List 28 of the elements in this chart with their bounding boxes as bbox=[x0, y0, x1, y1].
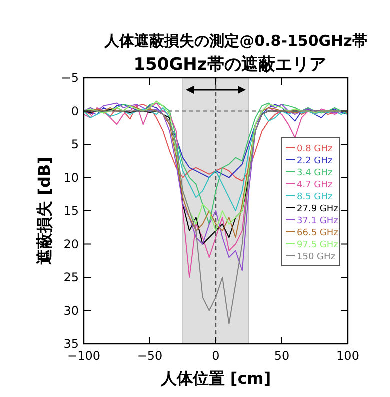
y-tick-label: 0 bbox=[71, 104, 79, 118]
legend-label: 0.8 GHz bbox=[297, 144, 333, 154]
y-tick-label: 5 bbox=[71, 138, 79, 152]
legend-label: 2.2 GHz bbox=[297, 156, 333, 166]
legend-label: 27.9 GHz bbox=[297, 204, 339, 214]
y-axis-title: 遮蔽損失 [dB] bbox=[35, 157, 54, 266]
legend-label: 8.5 GHz bbox=[297, 192, 333, 202]
legend-label: 37.1 GHz bbox=[297, 216, 339, 226]
legend-label: 3.4 GHz bbox=[297, 168, 333, 178]
y-tick-label: 25 bbox=[64, 270, 79, 284]
y-tick-label: 10 bbox=[64, 170, 79, 185]
chart-subtitle: 150GHz帯の遮蔽エリア bbox=[134, 55, 326, 75]
x-tick-label: −50 bbox=[137, 349, 163, 363]
legend-label: 97.5 GHz bbox=[297, 240, 339, 250]
y-tick-label: 30 bbox=[64, 304, 79, 318]
x-tick-label: −100 bbox=[68, 349, 100, 363]
x-tick-label: 100 bbox=[336, 349, 360, 363]
chart-title: 人体遮蔽損失の測定@0.8-150GHz帯 bbox=[104, 32, 368, 50]
x-tick-label: 0 bbox=[212, 349, 220, 363]
y-tick-label: −5 bbox=[61, 71, 79, 85]
legend-label: 150 GHz bbox=[297, 252, 336, 262]
x-tick-label: 50 bbox=[274, 349, 290, 363]
legend-label: 4.7 GHz bbox=[297, 180, 333, 190]
y-tick-label: 35 bbox=[64, 337, 79, 351]
x-axis-title: 人体位置 [cm] bbox=[160, 369, 272, 388]
y-tick-label: 20 bbox=[64, 237, 79, 252]
y-tick-label: 15 bbox=[64, 204, 79, 218]
legend-label: 66.5 GHz bbox=[297, 228, 339, 238]
